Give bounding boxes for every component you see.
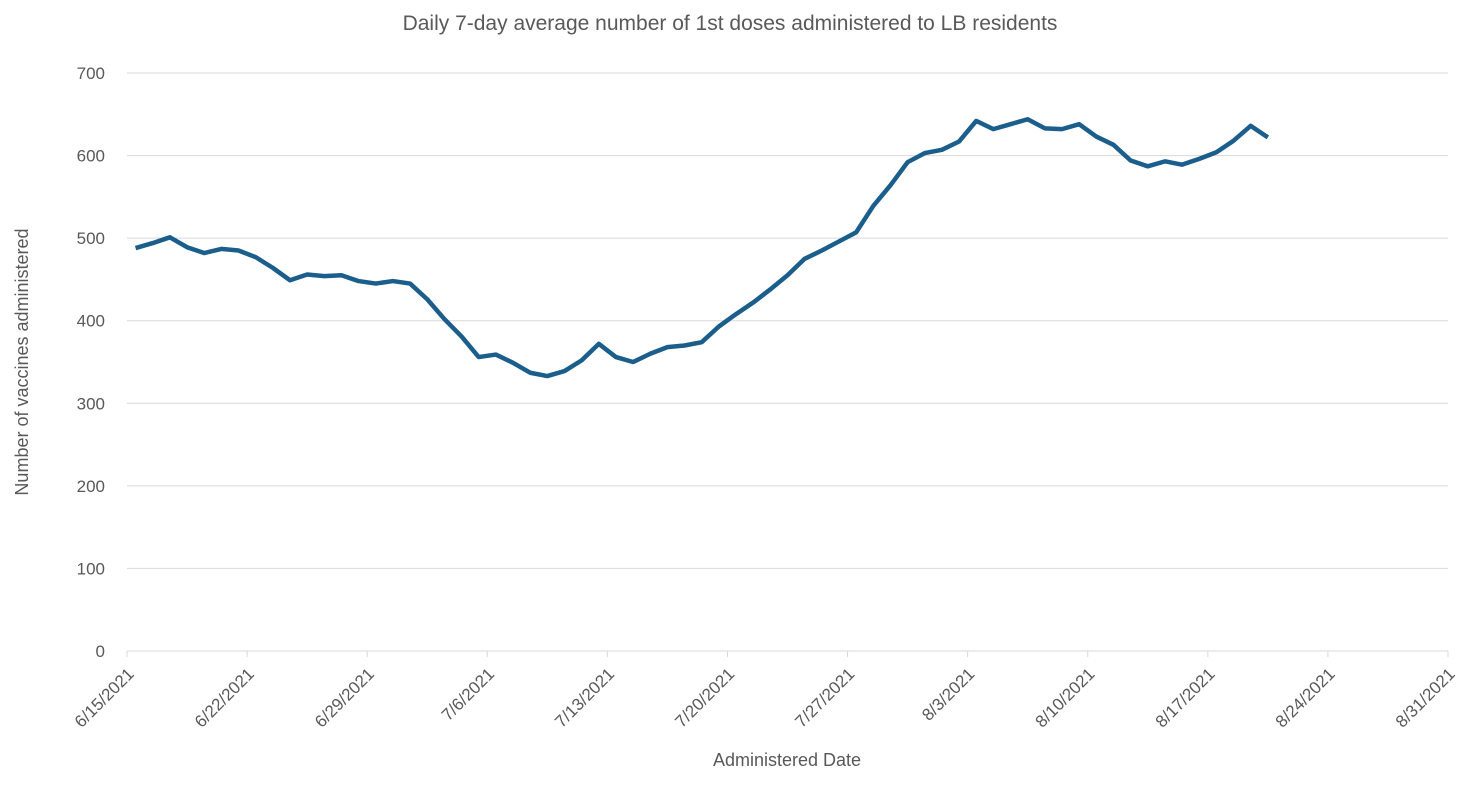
x-tick-label: 6/22/2021	[191, 664, 258, 731]
x-tick-label: 8/24/2021	[1272, 664, 1339, 731]
x-tick-label: 6/15/2021	[71, 664, 138, 731]
x-tick-label: 8/3/2021	[918, 664, 978, 724]
y-tick-label: 200	[77, 477, 105, 496]
x-tick-label: 7/20/2021	[671, 664, 738, 731]
x-tick-label: 8/10/2021	[1032, 664, 1099, 731]
y-tick-label: 600	[77, 147, 105, 166]
x-tick-label: 6/29/2021	[311, 664, 378, 731]
y-tick-label: 100	[77, 559, 105, 578]
x-axis-title: Administered Date	[713, 750, 861, 770]
y-tick-label: 500	[77, 229, 105, 248]
y-tick-label: 0	[96, 642, 105, 661]
x-tick-label: 7/13/2021	[551, 664, 618, 731]
y-axis-title: Number of vaccines administered	[12, 228, 32, 495]
y-tick-label: 400	[77, 312, 105, 331]
x-tick-label: 8/17/2021	[1152, 664, 1219, 731]
y-tick-label: 700	[77, 64, 105, 83]
y-tick-label: 300	[77, 394, 105, 413]
chart-title: Daily 7-day average number of 1st doses …	[403, 12, 1058, 35]
line-series	[134, 116, 1270, 379]
x-tick-label: 7/27/2021	[791, 664, 858, 731]
x-tick-label: 8/31/2021	[1392, 664, 1459, 731]
x-tick-label: 7/6/2021	[438, 664, 498, 724]
